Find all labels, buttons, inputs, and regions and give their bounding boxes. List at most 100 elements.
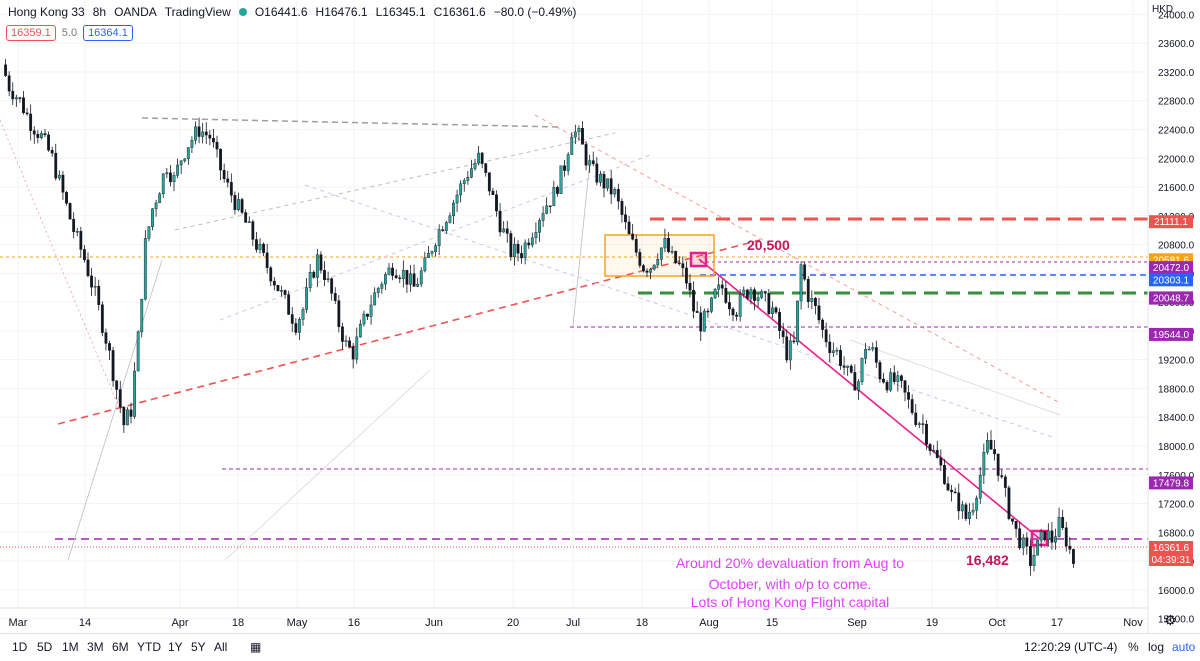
clock-display[interactable]: 12:20:29 (UTC-4): [1024, 640, 1118, 654]
range-1d-button[interactable]: 1D: [12, 640, 28, 654]
candle-body: [677, 262, 681, 265]
auto-scale-button[interactable]: auto: [1172, 640, 1196, 654]
candle-body: [348, 340, 351, 348]
range-5y-button[interactable]: 5Y: [191, 640, 206, 654]
thin-gray-line-left[interactable]: [67, 259, 163, 561]
candle-body: [68, 203, 72, 220]
price-label-tag[interactable]: 21111.1: [1149, 215, 1193, 229]
candle-body: [695, 311, 699, 313]
candle-body: [853, 372, 857, 391]
devaluation-arrow-line[interactable]: [698, 258, 1041, 540]
range-1y-button[interactable]: 1Y: [168, 640, 183, 654]
annotation-note-line3[interactable]: Lots of Hong Kong Flight capital: [691, 594, 889, 610]
candle-body: [971, 510, 975, 513]
range-6m-button[interactable]: 6M: [112, 640, 129, 654]
candle-body: [1064, 527, 1068, 547]
candle-body: [548, 205, 552, 207]
candle-body: [172, 175, 176, 183]
candle-body: [1021, 537, 1025, 549]
candle-body: [50, 149, 54, 154]
channel-line-gray-4[interactable]: [849, 339, 1061, 416]
candle-body: [341, 326, 344, 342]
candle-body: [559, 165, 563, 194]
candle-body: [398, 277, 402, 280]
candle-body: [1061, 517, 1065, 528]
price-label-text: 20303.1: [1153, 275, 1190, 286]
candle-body: [262, 243, 265, 253]
candle-body: [613, 189, 617, 195]
buy-button[interactable]: 16364.1: [83, 25, 133, 41]
range-ytd-button[interactable]: YTD: [137, 640, 161, 654]
thin-gray-line-jul[interactable]: [572, 159, 591, 327]
price-label-tag[interactable]: 17479.8: [1149, 476, 1193, 490]
candle-body: [1014, 521, 1018, 529]
annotation-20500[interactable]: 20,500: [747, 237, 790, 253]
candle-body: [358, 323, 362, 338]
candle-body: [437, 229, 441, 246]
time-axis[interactable]: Mar 14 Apr 18 May 16 Jun 20 Jul 18 Aug 15 Sep 19 Oct 17…: [0, 607, 1148, 629]
candle-body: [391, 267, 394, 276]
candle-body: [953, 491, 957, 494]
price-tick-label: 17200.0: [1158, 500, 1195, 511]
sell-button[interactable]: 16359.1: [6, 25, 56, 41]
annotation-note-line2[interactable]: October, with o/p to come.: [709, 576, 872, 592]
price-tick-label: 23200.0: [1158, 68, 1195, 79]
thin-gray-line-mid[interactable]: [224, 369, 431, 561]
range-5d-button[interactable]: 5D: [37, 640, 53, 654]
falling-trendline-red-thin[interactable]: [534, 114, 1061, 404]
symbol-name[interactable]: Hong Kong 33: [8, 5, 85, 19]
candle-body: [409, 273, 412, 285]
consolidation-box-orange[interactable]: [604, 234, 715, 277]
candle-body: [530, 237, 534, 246]
price-label-tag[interactable]: 20048.7: [1149, 291, 1193, 305]
candle-body: [65, 192, 68, 204]
channel-line-gray-2[interactable]: [219, 154, 651, 321]
candle-body: [143, 238, 147, 300]
date-range-icon[interactable]: ▦: [250, 640, 262, 654]
price-label-tag[interactable]: 04:39:31: [1149, 553, 1193, 566]
channel-line-gray-3[interactable]: [304, 184, 1056, 439]
percent-scale-button[interactable]: %: [1128, 640, 1139, 654]
annotation-16482[interactable]: 16,482: [966, 552, 1009, 568]
candle-body: [1032, 555, 1036, 566]
log-scale-button[interactable]: log: [1148, 640, 1165, 654]
range-all-button[interactable]: All: [214, 640, 228, 654]
candle-body: [201, 131, 205, 137]
top-trendline-gray[interactable]: [141, 117, 561, 128]
candle-body: [237, 199, 240, 210]
candle-body: [889, 372, 893, 391]
candle-body: [738, 294, 742, 317]
candle-body: [781, 330, 785, 337]
candle-body: [183, 158, 187, 162]
candle-body: [817, 305, 821, 321]
candle-body: [412, 273, 416, 287]
candle-body: [305, 287, 308, 310]
candle-body: [917, 423, 921, 425]
price-label-tag[interactable]: 20472.0: [1149, 261, 1193, 275]
price-axis[interactable]: 24000.0 23600.0 23200.0 22800.0 22400.0 22000…: [1147, 0, 1200, 633]
price-label-tag[interactable]: 19544.0: [1149, 327, 1193, 341]
range-1m-button[interactable]: 1M: [62, 640, 79, 654]
annotation-note-line1[interactable]: Around 20% devaluation from Aug to: [676, 555, 904, 571]
price-label-bg: [1149, 553, 1193, 566]
gear-icon[interactable]: ⚙: [1164, 612, 1177, 628]
interval[interactable]: 8h: [92, 5, 107, 19]
bottom-toolbar: 1D 5D 1M 3M 6M YTD 1Y 5Y All ▦ 12:20:29 …: [0, 633, 1200, 661]
price-label-tag[interactable]: 20303.1: [1149, 273, 1193, 287]
channel-line-gray-1[interactable]: [174, 132, 616, 231]
time-tick-label: Jun: [425, 617, 443, 629]
thin-red-line-left[interactable]: [0, 119, 121, 411]
candle-body: [713, 289, 717, 299]
candle-body: [638, 252, 642, 266]
candle-body: [806, 279, 810, 302]
currency-label[interactable]: HKD: [1152, 4, 1174, 15]
candle-body: [771, 307, 774, 314]
candle-body: [111, 350, 115, 382]
price-label-tag[interactable]: 16361.6: [1149, 541, 1193, 554]
candle-body: [47, 134, 50, 151]
range-3m-button[interactable]: 3M: [87, 640, 104, 654]
marker-box-20500[interactable]: [689, 251, 708, 268]
candle-body: [509, 233, 513, 258]
platform: TradingView: [164, 5, 231, 19]
